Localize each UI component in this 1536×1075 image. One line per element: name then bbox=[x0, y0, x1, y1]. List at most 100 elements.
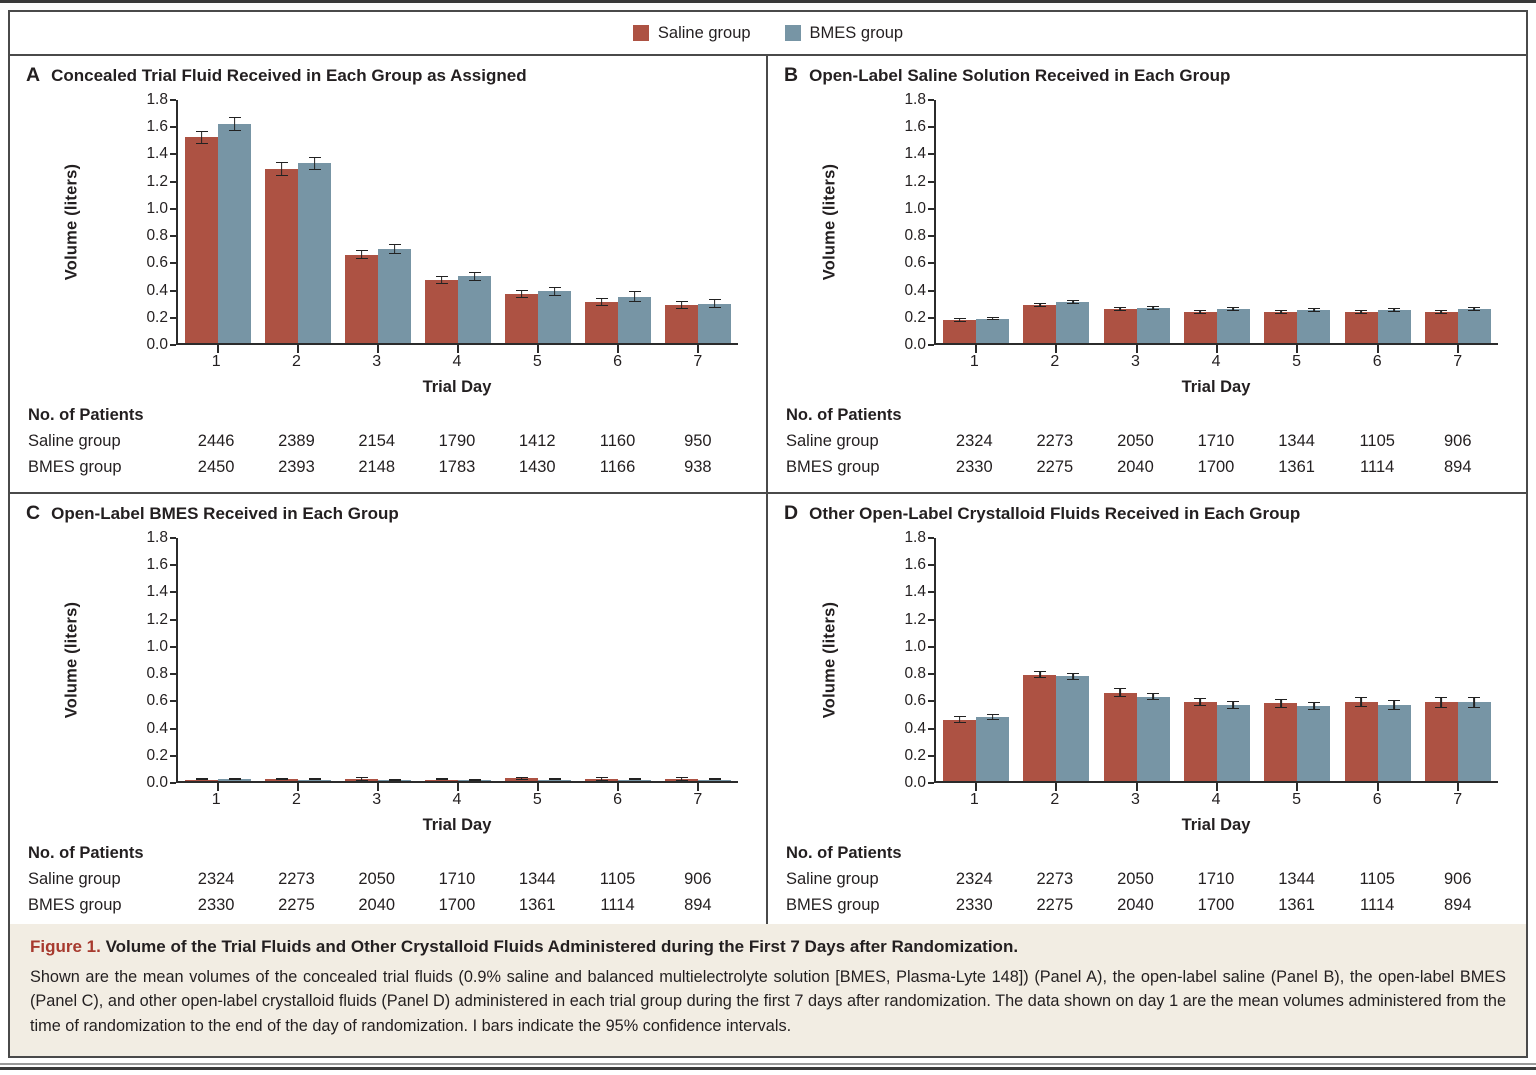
saline-swatch-icon bbox=[632, 25, 649, 41]
patients-row-label: Saline group bbox=[786, 432, 879, 450]
top-rule bbox=[0, 0, 1536, 3]
bar-bmes-day-2 bbox=[298, 163, 331, 343]
error-bar-saline-day-5 bbox=[1274, 699, 1287, 708]
patients-table-c: No. of Patients Saline group 2324 2273 2050… bbox=[26, 844, 750, 922]
y-tick-mark bbox=[170, 289, 176, 292]
y-tick-mark bbox=[928, 180, 934, 183]
patients-count: 2154 bbox=[358, 432, 396, 450]
y-tick-mark bbox=[170, 344, 176, 346]
error-bar-saline-day-5 bbox=[1274, 309, 1287, 314]
panel-a-letter: A bbox=[26, 64, 41, 86]
patients-header: No. of Patients bbox=[786, 844, 902, 862]
day-group-2 bbox=[1016, 100, 1096, 343]
x-tick-labels-d: 1 2 3 4 5 6 7 bbox=[934, 791, 1498, 809]
error-bar-saline-day-2 bbox=[1033, 302, 1046, 307]
patients-count: 1412 bbox=[518, 432, 556, 450]
error-bar-saline-day-5 bbox=[515, 289, 528, 299]
y-tick-label: 1.6 bbox=[904, 118, 926, 136]
x-axis-label: Trial Day bbox=[422, 816, 492, 834]
bar-bmes-day-6 bbox=[618, 296, 651, 343]
patients-count: 1700 bbox=[1197, 896, 1235, 914]
day-group-1 bbox=[936, 100, 1016, 343]
error-bar-saline-day-3 bbox=[355, 777, 368, 781]
bar-bmes-day-1 bbox=[976, 717, 1010, 781]
patients-row-label: Saline group bbox=[786, 870, 879, 888]
y-tick-mark bbox=[170, 754, 176, 757]
patients-row: BMES group 2330 2275 2040 1700 1361 1114 894 bbox=[784, 458, 1510, 484]
day-group-6 bbox=[578, 538, 658, 781]
x-tick-labels-c: 1 2 3 4 5 6 7 bbox=[176, 791, 738, 809]
patients-count: 906 bbox=[1443, 870, 1472, 888]
day-group-7 bbox=[658, 100, 738, 343]
patients-count: 894 bbox=[1443, 458, 1472, 476]
bar-bmes-day-7 bbox=[1457, 308, 1491, 343]
patients-row-values: 2324 2273 2050 1710 1344 1105 906 bbox=[934, 870, 1498, 889]
x-axis-label: Trial Day bbox=[1181, 378, 1251, 396]
patients-count: 1361 bbox=[1278, 458, 1315, 476]
patients-count: 1344 bbox=[1278, 870, 1315, 888]
y-tick-label: 0.4 bbox=[146, 281, 168, 299]
x-axis-label: Trial Day bbox=[1181, 816, 1251, 834]
x-tick-label-4: 4 bbox=[1211, 353, 1221, 370]
day-group-6 bbox=[1337, 100, 1417, 343]
day-group-4 bbox=[1177, 100, 1257, 343]
figure-caption: Figure 1. Volume of the Trial Fluids and… bbox=[10, 924, 1526, 1056]
patients-count: 1710 bbox=[438, 870, 476, 888]
x-tick-labels-a: 1 2 3 4 5 6 7 bbox=[176, 353, 738, 371]
error-bar-bmes-day-6 bbox=[628, 778, 641, 781]
y-tick-label: 0.0 bbox=[904, 774, 926, 791]
y-tick-label: 1.8 bbox=[146, 91, 168, 108]
error-bar-saline-day-2 bbox=[1033, 671, 1046, 679]
bar-bmes-day-5 bbox=[1297, 706, 1331, 781]
y-tick-mark bbox=[928, 126, 934, 129]
patients-count: 2050 bbox=[1117, 432, 1154, 450]
error-bar-saline-day-3 bbox=[1114, 688, 1127, 697]
error-bar-saline-day-6 bbox=[595, 777, 608, 781]
patients-header: No. of Patients bbox=[28, 844, 144, 862]
bottom-rule bbox=[0, 1063, 1536, 1070]
patients-row-values: 2446 2389 2154 1790 1412 1160 950 bbox=[176, 432, 738, 451]
error-bar-bmes-day-1 bbox=[986, 316, 999, 321]
patients-count: 2273 bbox=[1036, 870, 1074, 888]
bar-bmes-day-4 bbox=[1216, 308, 1250, 343]
x-tick-label-1: 1 bbox=[969, 791, 979, 808]
day-group-2 bbox=[1016, 538, 1096, 781]
y-tick-label: 0.0 bbox=[146, 774, 168, 791]
y-tick-mark bbox=[928, 564, 934, 567]
error-bar-bmes-day-2 bbox=[308, 778, 321, 781]
day-group-1 bbox=[178, 100, 258, 343]
y-tick-label: 1.2 bbox=[904, 610, 926, 628]
caption-title: Figure 1. Volume of the Trial Fluids and… bbox=[30, 937, 1506, 957]
error-bar-saline-day-4 bbox=[1194, 697, 1207, 707]
panel-d-letter: D bbox=[784, 502, 799, 524]
error-bar-bmes-day-6 bbox=[628, 291, 641, 303]
error-bar-bmes-day-5 bbox=[1307, 308, 1320, 313]
patients-table-a: No. of Patients Saline group 2446 2389 2154… bbox=[26, 406, 750, 484]
bar-saline-day-7 bbox=[1424, 311, 1458, 343]
day-group-3 bbox=[1097, 538, 1177, 781]
day-group-3 bbox=[338, 100, 418, 343]
day-group-5 bbox=[498, 538, 578, 781]
patients-row: Saline group 2446 2389 2154 1790 1412 1160 950 bbox=[26, 432, 750, 458]
plot-area-c bbox=[176, 538, 738, 783]
patients-count: 2450 bbox=[197, 458, 235, 476]
bar-saline-day-5 bbox=[1264, 311, 1298, 343]
bar-saline-day-2 bbox=[265, 168, 298, 343]
patients-count: 1166 bbox=[599, 458, 636, 476]
patients-count: 2050 bbox=[1117, 870, 1154, 888]
y-tick-label: 0.4 bbox=[146, 719, 168, 737]
bar-saline-day-6 bbox=[1344, 702, 1378, 781]
error-bar-saline-day-4 bbox=[435, 778, 448, 781]
bar-saline-day-2 bbox=[1023, 674, 1057, 781]
y-tick-mark bbox=[928, 754, 934, 757]
day-group-4 bbox=[1177, 538, 1257, 781]
x-tick-label-7: 7 bbox=[1453, 353, 1463, 370]
patients-count: 1105 bbox=[1359, 870, 1395, 888]
y-tick-label: 0.8 bbox=[904, 227, 926, 245]
day-group-7 bbox=[1418, 538, 1498, 781]
patients-row: BMES group 2330 2275 2040 1700 1361 1114 894 bbox=[784, 896, 1510, 922]
x-tick-label-7: 7 bbox=[1453, 791, 1463, 808]
patients-table-b: No. of Patients Saline group 2324 2273 2050… bbox=[784, 406, 1510, 484]
x-tick-label-4: 4 bbox=[1211, 791, 1221, 808]
patients-row-label: BMES group bbox=[786, 458, 880, 476]
